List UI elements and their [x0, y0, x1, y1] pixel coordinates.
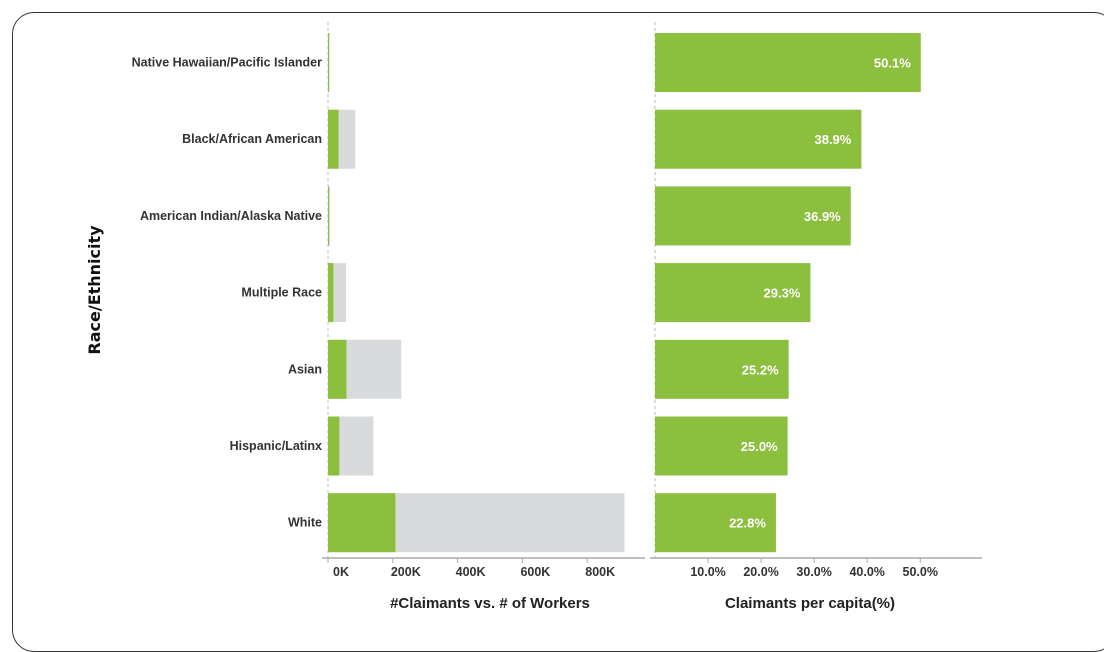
data-label: 22.8%	[729, 516, 766, 531]
claimants-vs-workers-panel: Native Hawaiian/Pacific Islander Black/Af…	[132, 22, 645, 579]
claimants-bar	[328, 263, 333, 322]
left-x-axis-title: #Claimants vs. # of Workers	[390, 595, 590, 612]
claimants-bar	[328, 110, 339, 169]
data-label: 25.2%	[742, 362, 779, 377]
category-label: Hispanic/Latinx	[230, 439, 322, 453]
claimants-per-capita-panel: 50.1% 38.9% 36.9% 29.3% 25.2% 25.0% 22.8% 10.0%…	[650, 22, 982, 579]
claimants-bar	[328, 417, 339, 476]
category-label: Black/African American	[182, 132, 322, 146]
right-tick-label: 20.0%	[743, 565, 778, 579]
data-label: 29.3%	[764, 286, 801, 301]
right-tick-label: 30.0%	[796, 565, 831, 579]
right-tick-label: 40.0%	[849, 565, 884, 579]
category-label: White	[288, 516, 322, 530]
right-tick-label: 50.0%	[903, 565, 938, 579]
chart-svg: Native Hawaiian/Pacific Islander Black/Af…	[0, 0, 1104, 634]
category-label: American Indian/Alaska Native	[140, 209, 322, 223]
data-label: 36.9%	[804, 209, 841, 224]
claimants-bar	[328, 493, 395, 552]
data-label: 38.9%	[814, 132, 851, 147]
data-label: 25.0%	[741, 439, 778, 454]
right-x-axis-title: Claimants per capita(%)	[725, 595, 895, 612]
left-tick-label: 600K	[520, 565, 550, 579]
claimants-bar	[328, 340, 346, 399]
data-label: 50.1%	[874, 56, 911, 71]
left-tick-label: 400K	[456, 565, 486, 579]
y-axis-title: Race/Ethnicity	[85, 225, 104, 355]
right-tick-label: 10.0%	[690, 565, 725, 579]
claimants-bar	[328, 33, 329, 92]
category-label: Multiple Race	[241, 286, 322, 300]
category-label: Native Hawaiian/Pacific Islander	[132, 56, 322, 70]
claimants-bar	[328, 186, 329, 245]
category-label: Asian	[288, 362, 322, 376]
left-tick-label: 200K	[391, 565, 421, 579]
left-tick-label: 0K	[333, 565, 349, 579]
left-tick-label: 800K	[585, 565, 615, 579]
